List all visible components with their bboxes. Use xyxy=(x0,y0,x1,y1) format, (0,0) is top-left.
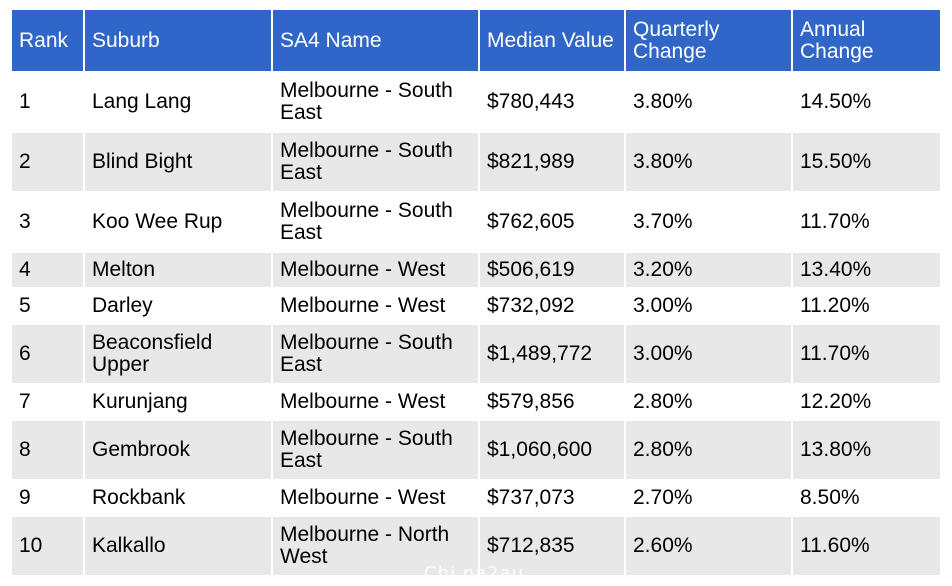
rank-cell: 1 xyxy=(12,71,85,132)
table-row: 7 Kurunjang Melbourne - West $579,856 2.… xyxy=(12,383,940,420)
suburb-cell: Blind Bight xyxy=(84,131,273,192)
suburb-cell: Gembrook xyxy=(84,419,273,480)
sa4-cell: Melbourne - South East xyxy=(272,71,480,132)
sa4-cell: Melbourne - West xyxy=(272,383,480,420)
annual-change-cell: 15.50% xyxy=(792,131,940,192)
rank-cell: 3 xyxy=(12,191,85,252)
quarterly-change-cell: 3.80% xyxy=(625,71,793,132)
table-row: 2 Blind Bight Melbourne - South East $82… xyxy=(12,131,940,192)
table-header-row: Rank Suburb SA4 Name Median Value Quarte… xyxy=(12,10,940,72)
rank-cell: 9 xyxy=(12,479,85,516)
quarterly-change-cell: 3.80% xyxy=(625,131,793,192)
sa4-cell: Melbourne - South East xyxy=(272,419,480,480)
median-value-cell: $1,489,772 xyxy=(479,323,626,384)
table-row: 1 Lang Lang Melbourne - South East $780,… xyxy=(12,71,940,132)
table-row: 5 Darley Melbourne - West $732,092 3.00%… xyxy=(12,287,940,324)
quarterly-change-cell: 2.60% xyxy=(625,515,793,575)
annual-change-cell: 13.80% xyxy=(792,419,940,480)
median-value-cell: $579,856 xyxy=(479,383,626,420)
sa4-cell: Melbourne - North West xyxy=(272,515,480,575)
suburb-cell: Beaconsfield Upper xyxy=(84,323,273,384)
table-row: 3 Koo Wee Rup Melbourne - South East $76… xyxy=(12,191,940,252)
header-annual-change: Annual Change xyxy=(792,10,940,72)
median-value-cell: $762,605 xyxy=(479,191,626,252)
quarterly-change-cell: 3.00% xyxy=(625,287,793,324)
median-value-cell: $780,443 xyxy=(479,71,626,132)
sa4-cell: Melbourne - South East xyxy=(272,131,480,192)
rank-cell: 7 xyxy=(12,383,85,420)
median-value-cell: $732,092 xyxy=(479,287,626,324)
quarterly-change-cell: 3.20% xyxy=(625,251,793,288)
suburb-cell: Melton xyxy=(84,251,273,288)
sa4-cell: Melbourne - West xyxy=(272,251,480,288)
header-rank: Rank xyxy=(12,10,85,72)
header-median-value: Median Value xyxy=(479,10,626,72)
median-value-cell: $737,073 xyxy=(479,479,626,516)
sa4-cell: Melbourne - South East xyxy=(272,323,480,384)
suburb-ranking-table: Rank Suburb SA4 Name Median Value Quarte… xyxy=(12,10,940,575)
table-row: 9 Rockbank Melbourne - West $737,073 2.7… xyxy=(12,479,940,516)
quarterly-change-cell: 2.80% xyxy=(625,383,793,420)
sa4-cell: Melbourne - West xyxy=(272,287,480,324)
header-quarterly-change: Quarterly Change xyxy=(625,10,793,72)
rank-cell: 10 xyxy=(12,515,85,575)
suburb-cell: Koo Wee Rup xyxy=(84,191,273,252)
table-row: 6 Beaconsfield Upper Melbourne - South E… xyxy=(12,323,940,384)
median-value-cell: $506,619 xyxy=(479,251,626,288)
annual-change-cell: 14.50% xyxy=(792,71,940,132)
median-value-cell: $712,835 xyxy=(479,515,626,575)
watermark: Chi na2au xyxy=(424,563,525,584)
median-value-cell: $821,989 xyxy=(479,131,626,192)
suburb-cell: Lang Lang xyxy=(84,71,273,132)
quarterly-change-cell: 2.70% xyxy=(625,479,793,516)
suburb-cell: Kurunjang xyxy=(84,383,273,420)
sa4-cell: Melbourne - South East xyxy=(272,191,480,252)
suburb-cell: Darley xyxy=(84,287,273,324)
header-suburb: Suburb xyxy=(84,10,273,72)
sa4-cell: Melbourne - West xyxy=(272,479,480,516)
rank-cell: 2 xyxy=(12,131,85,192)
header-sa4-name: SA4 Name xyxy=(272,10,480,72)
suburb-cell: Rockbank xyxy=(84,479,273,516)
annual-change-cell: 11.60% xyxy=(792,515,940,575)
median-value-cell: $1,060,600 xyxy=(479,419,626,480)
annual-change-cell: 11.70% xyxy=(792,323,940,384)
annual-change-cell: 8.50% xyxy=(792,479,940,516)
rank-cell: 6 xyxy=(12,323,85,384)
suburb-cell: Kalkallo xyxy=(84,515,273,575)
annual-change-cell: 13.40% xyxy=(792,251,940,288)
rank-cell: 8 xyxy=(12,419,85,480)
annual-change-cell: 12.20% xyxy=(792,383,940,420)
rank-cell: 4 xyxy=(12,251,85,288)
table-row: 4 Melton Melbourne - West $506,619 3.20%… xyxy=(12,251,940,288)
quarterly-change-cell: 3.70% xyxy=(625,191,793,252)
annual-change-cell: 11.70% xyxy=(792,191,940,252)
rank-cell: 5 xyxy=(12,287,85,324)
quarterly-change-cell: 3.00% xyxy=(625,323,793,384)
annual-change-cell: 11.20% xyxy=(792,287,940,324)
quarterly-change-cell: 2.80% xyxy=(625,419,793,480)
table-row: 10 Kalkallo Melbourne - North West $712,… xyxy=(12,515,940,575)
table-row: 8 Gembrook Melbourne - South East $1,060… xyxy=(12,419,940,480)
